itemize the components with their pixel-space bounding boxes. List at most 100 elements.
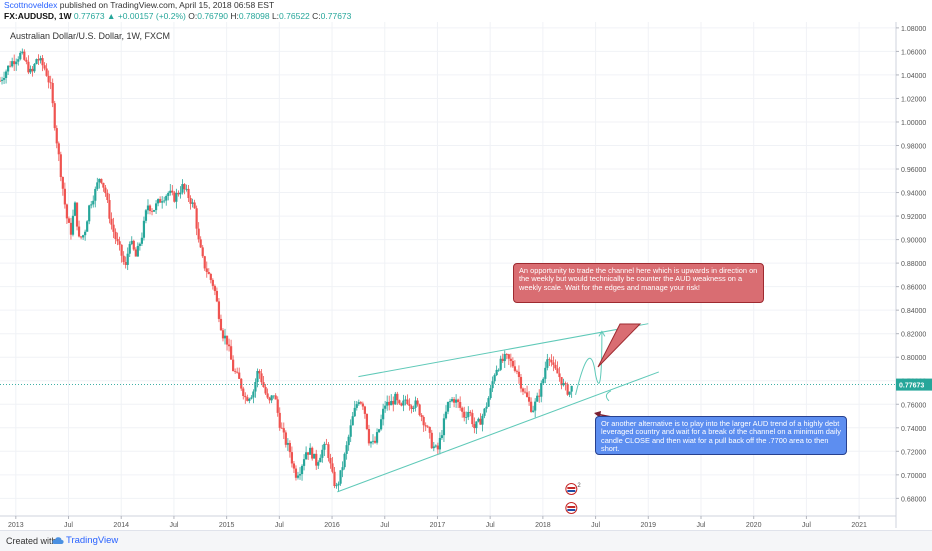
x-tick-label: 2021: [851, 522, 867, 529]
x-tick-label: 2017: [430, 522, 446, 529]
candle-body: [94, 188, 97, 201]
candle-body: [225, 335, 229, 345]
candle-body: [353, 407, 356, 417]
candle-body: [183, 184, 186, 190]
candle-body: [47, 75, 50, 83]
candle-body: [256, 370, 259, 383]
candle-body: [201, 247, 204, 257]
candle-body: [173, 192, 176, 202]
y-tick-label: 1.02000: [901, 96, 926, 103]
candle-body: [542, 378, 545, 384]
candle-body: [167, 192, 170, 196]
candle-body: [300, 465, 304, 475]
candle-body: [367, 429, 371, 444]
candle-body: [193, 202, 196, 209]
created-with-label: Created with: [6, 536, 57, 546]
candle-body: [254, 382, 257, 392]
candle-body: [307, 452, 310, 455]
candle-body: [424, 425, 427, 427]
candle-body: [260, 373, 263, 383]
candle-body: [124, 262, 127, 265]
candle-body: [536, 395, 539, 402]
candles: [0, 48, 573, 492]
candle-body: [84, 231, 87, 236]
projection-arrow-icon: [598, 330, 606, 337]
candle-body: [509, 358, 512, 361]
candle-body: [165, 195, 168, 201]
candle-body: [349, 425, 352, 437]
candle-body: [333, 471, 336, 487]
candle-body: [51, 83, 54, 104]
price-axis[interactable]: 1.08000 1.06000 1.04000 1.02000 1.00000 0.980…: [896, 26, 932, 503]
candle-body: [317, 462, 320, 466]
candle-body: [357, 402, 360, 405]
chart-grid: [0, 22, 896, 516]
candle-body: [554, 364, 557, 369]
high-label: H:: [230, 11, 239, 21]
y-tick-label: 0.98000: [901, 144, 926, 151]
candle-body: [63, 188, 66, 205]
candle-body: [110, 218, 113, 225]
candle-body: [92, 200, 95, 205]
candle-body: [234, 371, 237, 372]
candle-body: [465, 417, 468, 418]
candle-body: [39, 58, 42, 61]
y-tick-label: 0.82000: [901, 332, 926, 339]
candle-body: [556, 368, 559, 374]
event-count-label: 2: [577, 483, 581, 489]
y-tick-label: 0.68000: [901, 496, 926, 503]
candle-body: [25, 59, 28, 62]
candle-body: [426, 426, 429, 428]
candle-body: [481, 415, 484, 425]
candle-body: [325, 443, 328, 445]
candle-body: [55, 128, 58, 144]
candle-body: [384, 405, 387, 409]
candle-body: [108, 200, 111, 219]
time-axis[interactable]: 2013 Jul 2014 Jul 2015 Jul 2016 Jul 2017 Jul 2018 J…: [8, 516, 867, 529]
candle-body: [96, 182, 99, 189]
candle-body: [7, 65, 10, 72]
candle-body: [248, 398, 251, 401]
annotation-callout-blue[interactable]: Or another alternative is to play into t…: [595, 416, 847, 455]
candle-body: [548, 359, 551, 361]
x-tick-label: 2020: [746, 522, 762, 529]
candle-body: [223, 335, 227, 339]
author-link[interactable]: Scottnoveldex: [4, 0, 58, 10]
candle-body: [213, 285, 216, 291]
event-flag-stripe: [567, 506, 576, 508]
x-tick-label: Jul: [275, 522, 284, 529]
candle-body: [527, 397, 531, 402]
candle-body: [71, 215, 75, 235]
x-tick-label: Jul: [591, 522, 600, 529]
candle-body: [517, 371, 521, 377]
x-tick-label: 2019: [640, 522, 656, 529]
candle-body: [434, 445, 437, 447]
candle-body: [420, 415, 423, 417]
y-tick-label: 0.70000: [901, 473, 926, 480]
candle-body: [568, 391, 571, 395]
tradingview-link[interactable]: TradingView: [66, 535, 119, 546]
candle-body: [345, 445, 348, 454]
candle-body: [321, 449, 324, 458]
candle-body: [268, 397, 271, 401]
event-flag-icon: 2: [565, 483, 581, 495]
price-chart[interactable]: 2 1.08000 1.06000 1.04000 1.02000 1.00000 0.9…: [0, 22, 932, 530]
candle-body: [523, 391, 527, 393]
candle-body: [199, 239, 202, 248]
candle-body: [505, 353, 508, 355]
candle-body: [513, 366, 516, 371]
candle-body: [550, 359, 553, 363]
annotation-callout-red[interactable]: An opportunity to trade the channel here…: [513, 263, 764, 303]
candle-body: [343, 453, 346, 468]
candle-body: [347, 436, 350, 446]
candle-body: [205, 268, 208, 272]
candle-body: [302, 459, 306, 466]
candle-body: [294, 468, 298, 478]
candle-body: [191, 202, 194, 204]
y-tick-label: 0.88000: [901, 261, 926, 268]
candle-body: [507, 354, 510, 359]
candle-body: [274, 395, 277, 400]
candle-body: [209, 273, 212, 280]
candle-body: [65, 204, 68, 219]
candle-body: [221, 330, 225, 339]
